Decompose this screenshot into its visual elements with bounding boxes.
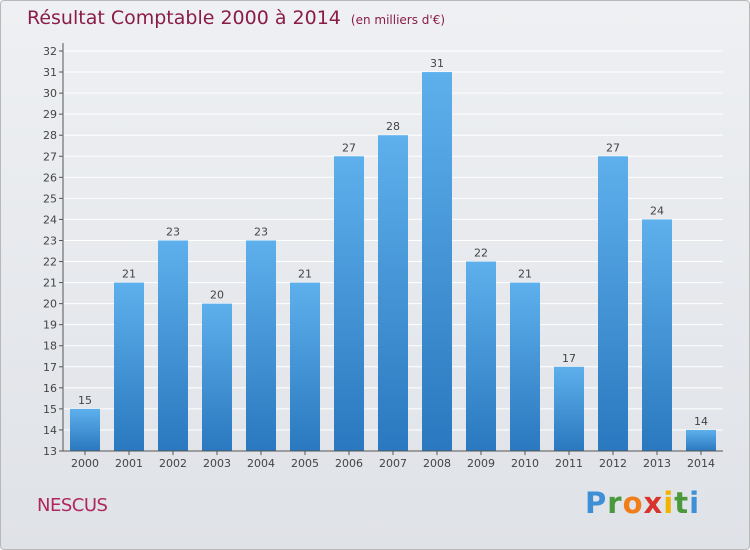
bar-value-label: 23: [166, 225, 180, 238]
x-tick-label: 2011: [555, 457, 583, 470]
bar-value-label: 28: [386, 120, 400, 133]
x-tick-label: 2003: [203, 457, 231, 470]
y-tick-label: 26: [43, 171, 57, 184]
x-tick-label: 2008: [423, 457, 451, 470]
bar: [422, 72, 452, 451]
bar: [334, 156, 364, 451]
bar: [510, 282, 540, 451]
bar: [554, 366, 584, 451]
bar: [158, 240, 188, 451]
logo-letter: i: [689, 486, 701, 520]
y-tick-label: 27: [43, 150, 57, 163]
logo-letter: P: [585, 486, 608, 520]
axes: [62, 43, 723, 455]
y-tick-label: 28: [43, 129, 57, 142]
bar-value-label: 15: [78, 394, 92, 407]
y-tick-label: 25: [43, 192, 57, 205]
logo-letter: i: [663, 486, 675, 520]
y-tick-label: 16: [43, 382, 57, 395]
bar-value-label: 27: [606, 141, 620, 154]
bar-value-label: 21: [122, 268, 136, 281]
y-tick-label: 29: [43, 108, 57, 121]
y-tick-label: 31: [43, 66, 57, 79]
bar: [598, 156, 628, 451]
x-tick-label: 2000: [71, 457, 99, 470]
bar: [686, 429, 716, 451]
x-tick-label: 2010: [511, 457, 539, 470]
x-tick-label: 2006: [335, 457, 363, 470]
y-tick-labels: 13 14 15 16 17 18 19 20 21 22 23 24 25 26 27 28 29 30 31 32: [43, 45, 57, 458]
chart-title-text: Résultat Comptable 2000 à 2014: [27, 7, 341, 29]
proxiti-logo[interactable]: Proxiti: [585, 486, 700, 520]
y-tick-label: 19: [43, 319, 57, 332]
bar-value-label: 27: [342, 141, 356, 154]
bars: [70, 72, 716, 452]
y-tick-label: 23: [43, 234, 57, 247]
bar: [642, 219, 672, 451]
y-tick-label: 32: [43, 45, 57, 58]
bar: [70, 408, 100, 451]
y-tick-label: 30: [43, 87, 57, 100]
x-tick-label: 2004: [247, 457, 275, 470]
logo-letter: o: [622, 486, 644, 520]
chart-subtitle: (en milliers d'€): [350, 13, 446, 27]
place-name: NESCUS: [37, 495, 108, 516]
y-tick-label: 15: [43, 403, 57, 416]
y-tick-label: 17: [43, 361, 57, 374]
bar: [246, 240, 276, 451]
y-tick-label: 22: [43, 256, 57, 269]
bar: [202, 303, 232, 451]
logo-letter: x: [643, 486, 664, 520]
bar-value-label: 20: [210, 289, 224, 302]
logo-letter: r: [607, 486, 623, 520]
bar-value-label: 22: [474, 247, 488, 260]
x-tick-label: 2009: [467, 457, 495, 470]
bar-value-label: 31: [430, 57, 444, 70]
bar: [378, 135, 408, 452]
bar-value-label: 21: [298, 268, 312, 281]
x-tick-label: 2013: [643, 457, 671, 470]
y-tick-label: 14: [43, 424, 57, 437]
bar: [114, 282, 144, 451]
chart-title: Résultat Comptable 2000 à 2014 (en millie…: [27, 7, 445, 29]
bar: [466, 261, 496, 451]
y-tick-label: 18: [43, 340, 57, 353]
x-tick-label: 2014: [687, 457, 715, 470]
y-tick-label: 24: [43, 213, 57, 226]
bar-value-label: 23: [254, 225, 268, 238]
bar: [290, 282, 320, 451]
bar-value-label: 24: [650, 204, 664, 217]
y-tick-label: 20: [43, 298, 57, 311]
value-labels: 15 21 23 20 23 21 27 28 31 22 21 17 27 24 14: [78, 57, 708, 428]
y-tick-label: 21: [43, 277, 57, 290]
y-tick-label: 13: [43, 445, 57, 458]
x-tick-labels: 2000 2001 2002 2003 2004 2005 2006 2007 2008 2009…: [71, 457, 715, 470]
x-tick-label: 2007: [379, 457, 407, 470]
bar-value-label: 21: [518, 268, 532, 281]
x-tick-label: 2012: [599, 457, 627, 470]
bar-value-label: 14: [694, 415, 708, 428]
logo-letter: t: [674, 486, 690, 520]
x-tick-label: 2002: [159, 457, 187, 470]
x-tick-label: 2005: [291, 457, 319, 470]
bar-value-label: 17: [562, 352, 576, 365]
x-tick-label: 2001: [115, 457, 143, 470]
